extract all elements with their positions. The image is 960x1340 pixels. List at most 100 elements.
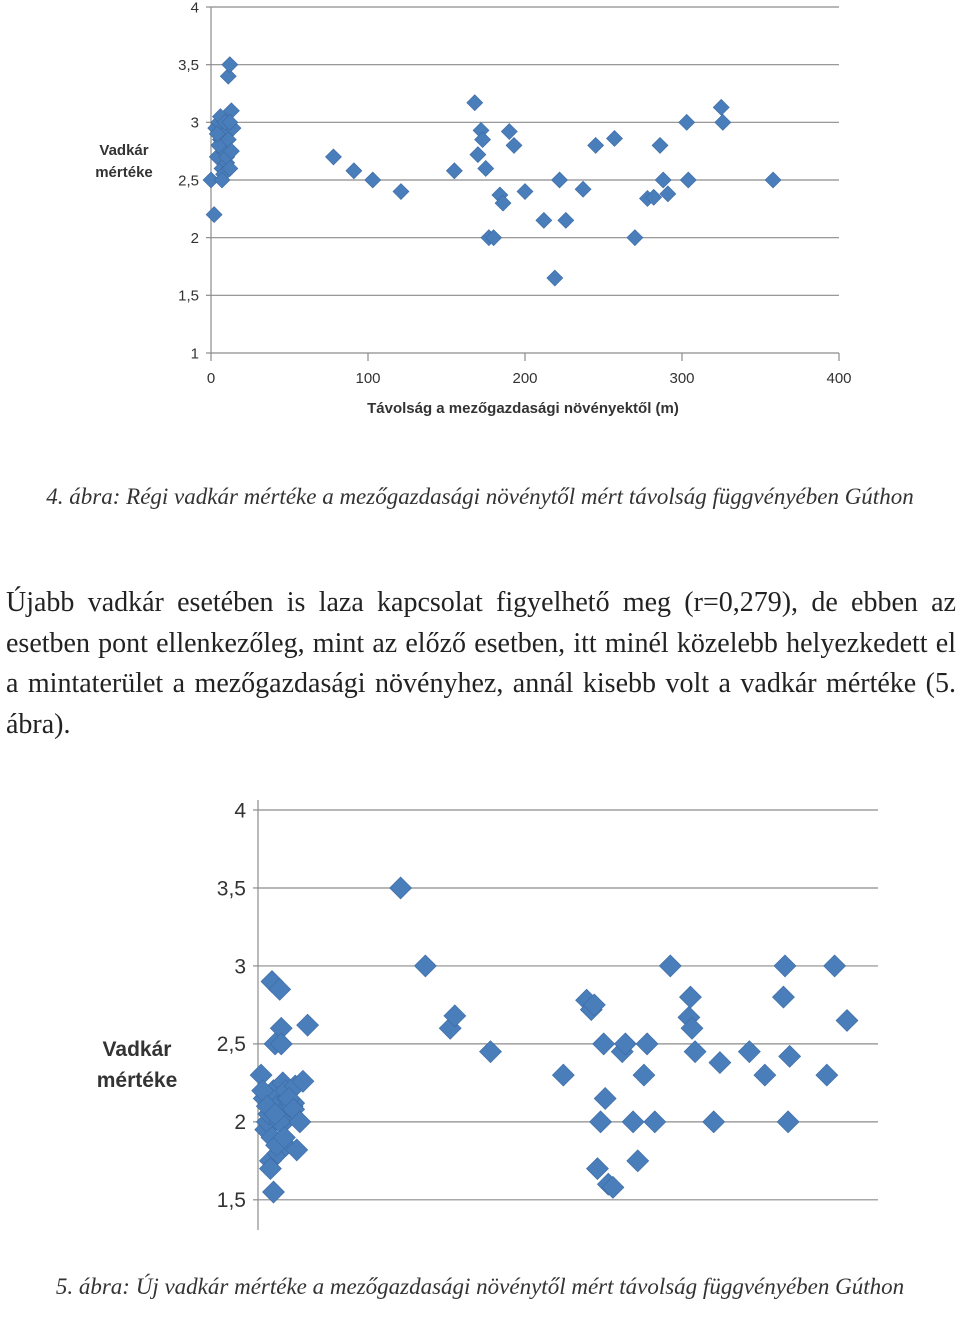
- data-point: [219, 67, 237, 85]
- data-point: [474, 131, 492, 149]
- data-point: [208, 125, 226, 143]
- data-point: [258, 1157, 282, 1181]
- figure4-caption: 4. ábra: Régi vadkár mértéke a mezőgazda…: [46, 484, 914, 509]
- data-point: [626, 1149, 650, 1173]
- x-tick-label: 200: [512, 370, 537, 387]
- data-point: [574, 180, 592, 198]
- data-point: [345, 162, 363, 180]
- figure4-gridlines: [211, 6, 839, 354]
- data-point: [500, 123, 518, 140]
- data-point: [494, 194, 512, 212]
- data-point: [213, 171, 231, 189]
- data-point: [221, 56, 239, 74]
- data-point: [606, 130, 623, 147]
- x-tick-label: 400: [826, 370, 851, 387]
- data-point: [535, 211, 553, 229]
- data-point: [659, 185, 677, 203]
- data-point: [645, 188, 663, 206]
- y-tick-label: 3: [191, 115, 199, 132]
- y-tick-label: 2: [191, 230, 199, 247]
- figure5-chart: 1,5 2 2,5 3 3,5 4 Vadkár mértéke: [97, 799, 878, 1230]
- data-point: [589, 1110, 612, 1134]
- data-point: [263, 1102, 287, 1126]
- data-point: [626, 229, 644, 247]
- figure5-caption: 5. ábra: Új vadkár mértéke a mezőgazdasá…: [55, 1274, 905, 1299]
- y-tick-label: 3,5: [178, 57, 199, 74]
- x-tick-label: 300: [669, 370, 694, 387]
- data-point: [205, 206, 223, 224]
- y-tick-label: 1,5: [178, 288, 199, 305]
- data-point: [221, 113, 239, 131]
- data-point: [823, 954, 847, 978]
- data-point: [551, 171, 568, 189]
- data-point: [262, 1180, 285, 1204]
- data-point: [772, 985, 795, 1009]
- data-point: [708, 1051, 732, 1075]
- data-point: [392, 183, 410, 200]
- data-point: [776, 1110, 800, 1134]
- data-point: [443, 1004, 467, 1028]
- data-point: [477, 160, 495, 177]
- data-point: [557, 211, 575, 229]
- figure5-axes: 1,5 2 2,5 3 3,5 4: [217, 799, 259, 1230]
- figure4-points: [202, 56, 782, 287]
- data-point: [269, 1032, 293, 1056]
- y-tick-label: 2,5: [217, 1033, 246, 1056]
- data-point: [654, 171, 672, 189]
- figure4-chart: 1 1,5 2 2,5 3 3,5 4 0 100 200 300 400 Vadkár mértéke…: [95, 0, 851, 417]
- data-point: [296, 1013, 320, 1037]
- data-point: [221, 160, 239, 177]
- data-point: [651, 136, 669, 154]
- figure4-axes: 1 1,5 2 2,5 3 3,5 4 0 100 200 300 400: [178, 0, 851, 387]
- body-paragraph: Újabb vadkár esetében is laza kapcsolat …: [6, 587, 956, 740]
- data-point: [632, 1063, 656, 1087]
- data-point: [592, 1032, 616, 1056]
- figure5-points: [249, 876, 859, 1204]
- data-point: [268, 977, 292, 1001]
- data-point: [485, 229, 503, 247]
- y-tick-label: 3,5: [217, 877, 246, 900]
- data-point: [621, 1110, 645, 1134]
- data-point: [586, 1157, 609, 1181]
- data-point: [469, 146, 487, 164]
- figure4-ylabel: Vadkár mértéke: [95, 142, 153, 181]
- figure5-gridlines: [258, 809, 878, 1201]
- data-point: [679, 171, 697, 189]
- data-point: [658, 954, 682, 978]
- figure5-ylabel: Vadkár mértéke: [97, 1038, 178, 1092]
- data-point: [737, 1040, 761, 1064]
- data-point: [753, 1063, 777, 1087]
- data-point: [582, 993, 606, 1017]
- data-point: [764, 171, 782, 189]
- data-point: [643, 1110, 667, 1134]
- data-point: [364, 171, 382, 189]
- data-point: [222, 142, 240, 160]
- data-point: [466, 94, 484, 112]
- y-tick-label: 3: [234, 955, 246, 978]
- data-point: [546, 269, 564, 287]
- y-tick-label: 1: [191, 345, 199, 362]
- data-point: [835, 1009, 859, 1032]
- data-point: [679, 985, 702, 1009]
- x-tick-label: 0: [207, 370, 215, 387]
- data-point: [551, 1063, 575, 1087]
- data-point: [505, 136, 523, 154]
- data-point: [683, 1040, 707, 1064]
- data-point: [413, 954, 437, 978]
- data-point: [389, 876, 413, 900]
- data-point: [325, 148, 342, 166]
- y-tick-label: 4: [191, 0, 199, 16]
- figure4-xlabel: Távolság a mezőgazdasági növényektől (m): [367, 400, 679, 417]
- data-point: [272, 1126, 296, 1149]
- data-point: [635, 1032, 659, 1056]
- y-tick-label: 2,5: [178, 172, 199, 189]
- data-point: [587, 136, 605, 154]
- y-tick-label: 2: [234, 1111, 246, 1134]
- data-point: [445, 162, 463, 180]
- data-point: [680, 1016, 704, 1040]
- data-point: [291, 1069, 315, 1093]
- data-point: [288, 1110, 312, 1134]
- data-point: [815, 1063, 839, 1087]
- data-point: [479, 1040, 502, 1064]
- data-point: [613, 1032, 637, 1056]
